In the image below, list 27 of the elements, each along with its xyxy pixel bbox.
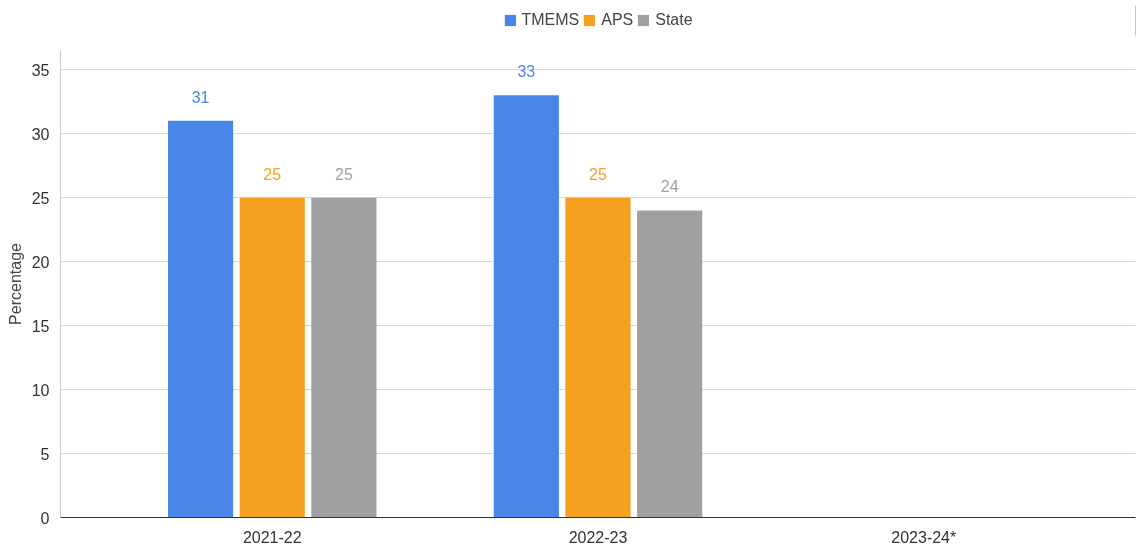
legend-label: State: [655, 11, 693, 29]
legend-label: APS: [601, 11, 634, 29]
y-tick-label: 30: [31, 125, 50, 143]
bar: [239, 197, 305, 518]
bar: [493, 95, 559, 518]
y-tick-label: 15: [31, 317, 50, 335]
data-label: 25: [589, 165, 607, 183]
data-label: 31: [191, 88, 210, 106]
data-label: 25: [335, 165, 353, 183]
y-tick-label: 25: [31, 189, 50, 207]
y-tick-label: 5: [40, 445, 50, 463]
data-label: 25: [263, 165, 282, 183]
x-tick-label: 2023-24*: [891, 528, 957, 546]
y-tick-label: 20: [31, 253, 50, 271]
bar: [565, 197, 631, 518]
y-tick-label: 10: [31, 381, 50, 399]
data-label: 24: [660, 178, 679, 196]
bar: [168, 120, 234, 518]
data-label: 33: [517, 63, 536, 81]
x-tick-label: 2021-22: [242, 528, 302, 546]
bar: [637, 210, 703, 518]
legend-label: TMEMS: [521, 11, 580, 29]
y-tick-label: 35: [31, 61, 50, 79]
y-axis-title: Percentage: [6, 242, 24, 325]
x-tick-label: 2022-23: [568, 528, 628, 546]
bar: [311, 197, 377, 518]
y-tick-label: 0: [40, 509, 50, 527]
